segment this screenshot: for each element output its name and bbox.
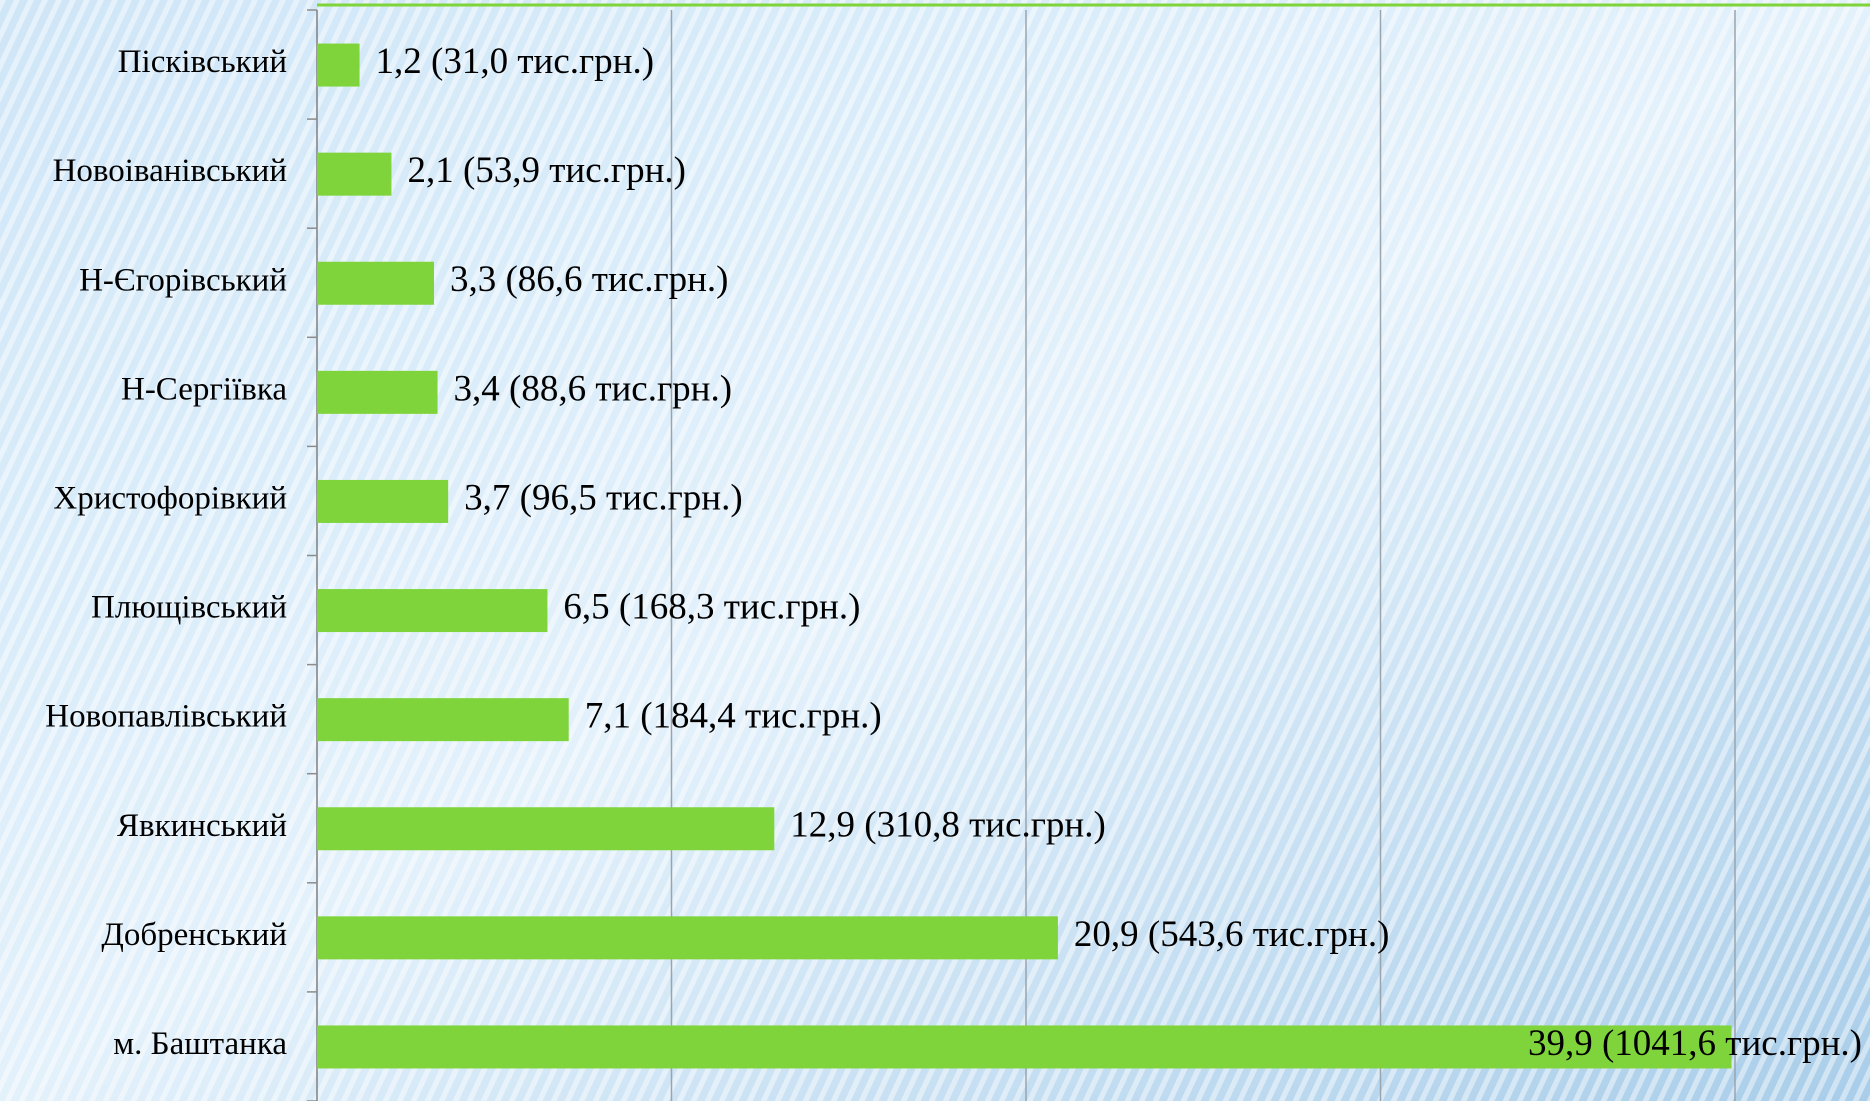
- bar: [317, 589, 548, 633]
- y-tick-label: Плющівський: [91, 590, 287, 626]
- data-label: 6,5 (168,3 тис.грн.): [563, 587, 860, 628]
- y-tick-label: Христофорівкий: [53, 481, 287, 517]
- data-label: 3,7 (96,5 тис.грн.): [464, 477, 743, 518]
- y-tick-label: Добренський: [101, 917, 287, 953]
- y-tick-label: Н-Єгорівський: [79, 262, 287, 298]
- y-tick-label: Новопавлівський: [45, 699, 287, 735]
- data-label: 12,9 (310,8 тис.грн.): [790, 805, 1106, 846]
- bar: [317, 261, 434, 305]
- bar: [317, 698, 569, 742]
- data-label: 7,1 (184,4 тис.грн.): [585, 696, 882, 737]
- bar: [317, 1025, 1732, 1069]
- data-label: 39,9 (1041,6 тис.грн.): [1528, 1023, 1862, 1064]
- y-tick-label: Пісківський: [118, 44, 287, 80]
- bar: [317, 479, 449, 523]
- bar: [317, 916, 1058, 960]
- data-label: 20,9 (543,6 тис.грн.): [1074, 914, 1390, 955]
- bar: [317, 807, 775, 851]
- y-tick-label: Новоіванівський: [53, 153, 287, 189]
- bar: [317, 152, 392, 196]
- data-label: 3,3 (86,6 тис.грн.): [450, 259, 729, 300]
- y-tick-label: Явкинський: [117, 808, 287, 844]
- data-label: 1,2 (31,0 тис.грн.): [376, 41, 655, 82]
- data-label: 2,1 (53,9 тис.грн.): [407, 150, 686, 191]
- data-label: 3,4 (88,6 тис.грн.): [454, 368, 733, 409]
- bar: [317, 370, 438, 414]
- y-tick-label: Н-Сергіївка: [121, 371, 287, 407]
- bar: [317, 43, 360, 87]
- y-tick-label: м. Баштанка: [113, 1026, 287, 1062]
